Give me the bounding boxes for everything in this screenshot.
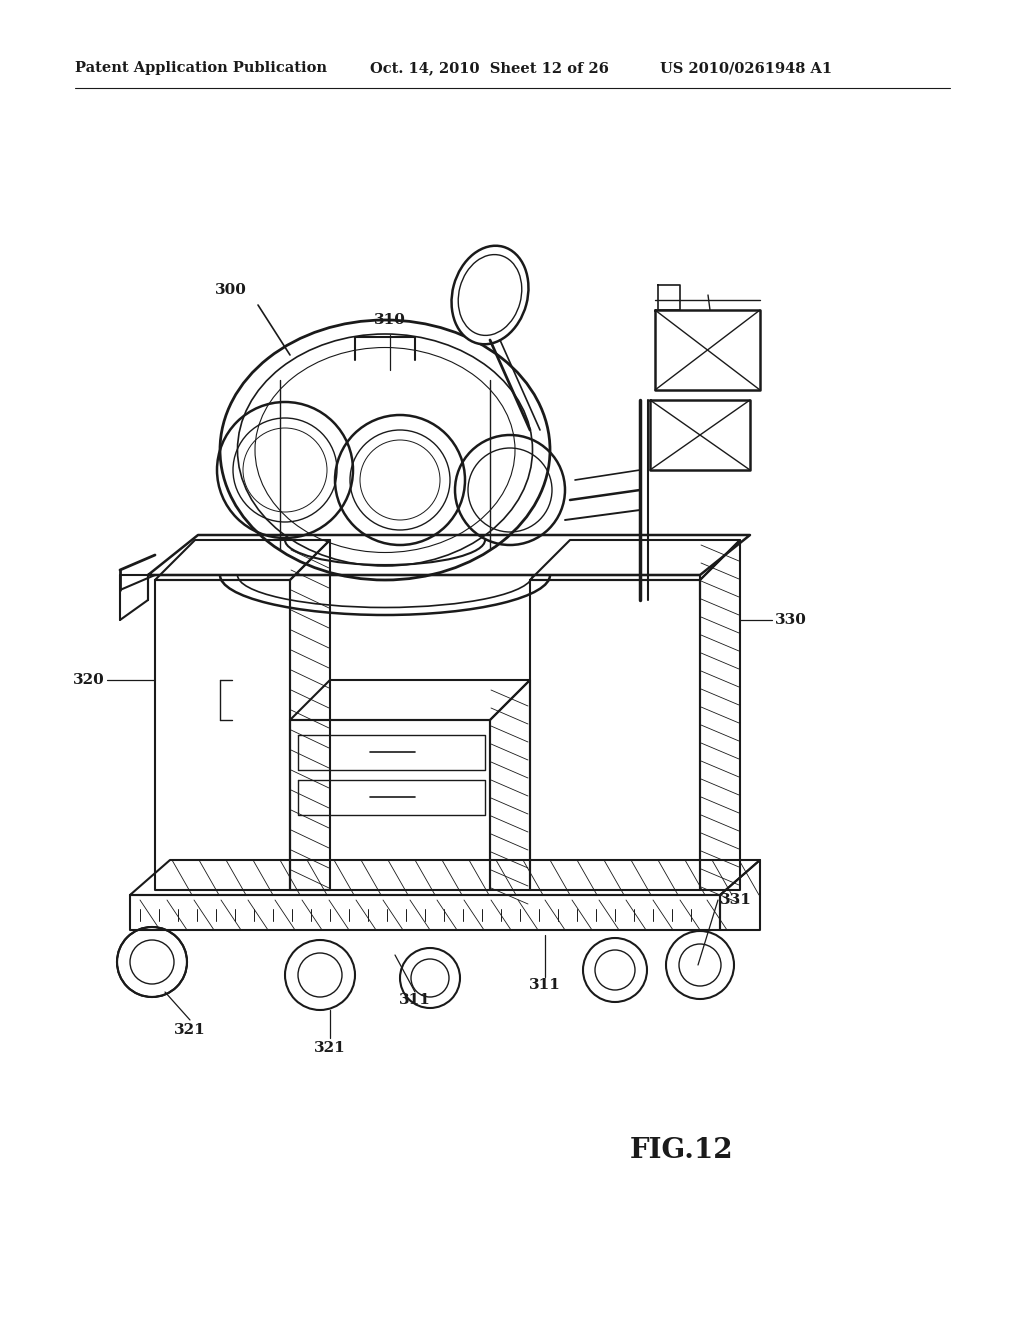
Circle shape	[666, 931, 734, 999]
Text: 321: 321	[314, 1041, 346, 1055]
Polygon shape	[130, 861, 760, 895]
Polygon shape	[530, 540, 740, 579]
Circle shape	[411, 960, 449, 997]
Polygon shape	[155, 540, 330, 579]
Ellipse shape	[220, 319, 550, 579]
Text: 321: 321	[174, 1023, 206, 1038]
Polygon shape	[148, 535, 750, 576]
Polygon shape	[490, 680, 530, 890]
Text: FIG.12: FIG.12	[630, 1137, 733, 1163]
Circle shape	[595, 950, 635, 990]
Polygon shape	[130, 895, 720, 931]
Circle shape	[298, 953, 342, 997]
Text: 330: 330	[775, 612, 807, 627]
Text: 320: 320	[74, 673, 105, 686]
Polygon shape	[650, 400, 750, 470]
Text: 310: 310	[374, 313, 406, 327]
Polygon shape	[530, 579, 700, 890]
Polygon shape	[655, 310, 760, 389]
Polygon shape	[298, 780, 485, 814]
Polygon shape	[720, 861, 760, 931]
Circle shape	[130, 940, 174, 983]
Circle shape	[583, 939, 647, 1002]
Polygon shape	[658, 285, 680, 310]
Polygon shape	[290, 540, 330, 890]
Text: 331: 331	[720, 894, 752, 907]
Text: US 2010/0261948 A1: US 2010/0261948 A1	[660, 61, 833, 75]
Text: Patent Application Publication: Patent Application Publication	[75, 61, 327, 75]
Polygon shape	[155, 579, 290, 890]
Text: 311: 311	[399, 993, 431, 1007]
Text: 300: 300	[215, 282, 247, 297]
Polygon shape	[298, 735, 485, 770]
Circle shape	[400, 948, 460, 1008]
Polygon shape	[290, 680, 530, 719]
Circle shape	[679, 944, 721, 986]
Text: 311: 311	[529, 978, 561, 993]
Circle shape	[117, 927, 187, 997]
Ellipse shape	[452, 246, 528, 345]
Text: Oct. 14, 2010  Sheet 12 of 26: Oct. 14, 2010 Sheet 12 of 26	[370, 61, 609, 75]
Polygon shape	[290, 719, 490, 890]
Circle shape	[285, 940, 355, 1010]
Polygon shape	[700, 540, 740, 890]
